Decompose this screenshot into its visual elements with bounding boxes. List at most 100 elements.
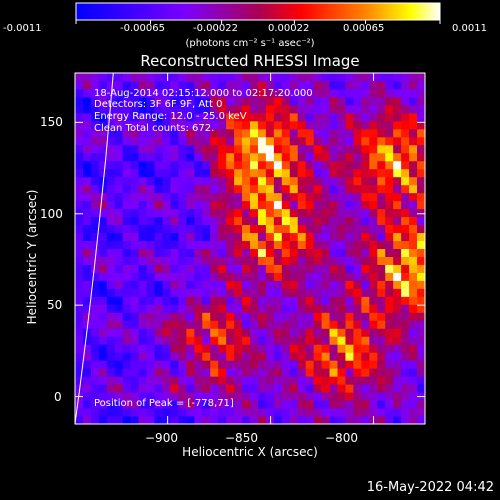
- heatmap-cell: [226, 208, 235, 218]
- heatmap-cell: [122, 88, 132, 98]
- heatmap-cell: [329, 144, 338, 154]
- heatmap-cell: [170, 288, 179, 297]
- heatmap-cell: [281, 192, 291, 202]
- heatmap-cell: [369, 336, 378, 345]
- heatmap-cell: [146, 360, 156, 369]
- heatmap-cell: [186, 200, 195, 210]
- heatmap-cell: [186, 360, 195, 369]
- heatmap-cell: [409, 73, 418, 82]
- heatmap-cell: [281, 248, 291, 257]
- heatmap-cell: [218, 96, 227, 106]
- heatmap-cell: [122, 208, 132, 218]
- heatmap-cell: [122, 392, 132, 401]
- heatmap-cell: [170, 416, 179, 425]
- heatmap-cell: [313, 272, 323, 281]
- x-tick-label: −800: [325, 431, 358, 445]
- heatmap-cell: [345, 144, 354, 154]
- heatmap-cell: [202, 384, 211, 393]
- heatmap-cell: [305, 352, 315, 361]
- heatmap-cell: [162, 128, 171, 138]
- heatmap-cell: [202, 248, 211, 257]
- heatmap-cell: [369, 304, 378, 313]
- heatmap-cell: [361, 112, 370, 122]
- heatmap-cell: [377, 80, 386, 90]
- heatmap-cell: [138, 368, 148, 377]
- heatmap-cell: [178, 80, 187, 90]
- heatmap-cell: [226, 80, 235, 90]
- heatmap-cell: [257, 128, 267, 138]
- heatmap-cell: [242, 184, 251, 194]
- heatmap-cell: [90, 208, 100, 218]
- heatmap-cell: [194, 112, 203, 122]
- heatmap-cell: [122, 256, 132, 265]
- heatmap-cell: [361, 168, 370, 178]
- heatmap-cell: [401, 216, 410, 226]
- heatmap-cell: [234, 120, 243, 130]
- heatmap-cell: [178, 264, 187, 273]
- heatmap-cell: [82, 272, 92, 281]
- heatmap-cell: [202, 200, 211, 210]
- heatmap-cell: [281, 416, 291, 425]
- heatmap-cell: [353, 136, 362, 146]
- heatmap-cell: [138, 352, 148, 361]
- heatmap-cell: [417, 344, 426, 353]
- heatmap-cell: [234, 80, 243, 90]
- heatmap-cell: [82, 288, 92, 297]
- heatmap-cell: [130, 400, 140, 409]
- heatmap-cell: [186, 272, 195, 281]
- heatmap-cell: [90, 328, 100, 337]
- heatmap-cell: [146, 168, 156, 178]
- heatmap-cell: [289, 120, 299, 130]
- heatmap-cell: [273, 376, 283, 385]
- heatmap-cell: [289, 320, 299, 329]
- heatmap-cell: [75, 216, 84, 226]
- heatmap-cell: [82, 368, 92, 377]
- heatmap-cell: [329, 296, 338, 305]
- heatmap-cell: [289, 224, 299, 234]
- heatmap-cell: [257, 184, 267, 194]
- heatmap-cell: [265, 96, 275, 106]
- heatmap-cell: [337, 224, 346, 234]
- heatmap-cell: [106, 184, 116, 194]
- heatmap-cell: [393, 408, 402, 417]
- heatmap-cell: [353, 376, 362, 385]
- heatmap-cell: [265, 336, 275, 345]
- heatmap-cell: [305, 232, 315, 242]
- heatmap-cell: [130, 368, 140, 377]
- heatmap-cell: [210, 248, 219, 257]
- heatmap-cell: [250, 136, 259, 146]
- heatmap-cell: [130, 112, 140, 122]
- heatmap-cell: [417, 104, 426, 114]
- heatmap-cell: [82, 416, 92, 425]
- heatmap-cell: [202, 152, 211, 162]
- heatmap-cell: [393, 128, 402, 138]
- heatmap-cell: [313, 304, 323, 313]
- heatmap-cell: [130, 416, 140, 425]
- heatmap-cell: [90, 176, 100, 186]
- heatmap-cell: [210, 264, 219, 273]
- heatmap-cell: [313, 328, 323, 337]
- heatmap-cell: [321, 96, 331, 106]
- heatmap-cell: [122, 216, 132, 226]
- heatmap-cell: [401, 224, 410, 234]
- heatmap-cell: [297, 208, 307, 218]
- heatmap-cell: [75, 136, 84, 146]
- colorbar-tick-label: -0.00065: [120, 23, 165, 34]
- heatmap-cell: [289, 416, 299, 425]
- heatmap-cell: [273, 312, 283, 321]
- heatmap-cell: [202, 272, 211, 281]
- heatmap-cell: [313, 248, 323, 257]
- heatmap-cell: [361, 272, 370, 281]
- heatmap-cell: [178, 256, 187, 265]
- heatmap-cell: [98, 408, 108, 417]
- heatmap-cell: [265, 264, 275, 273]
- heatmap-cell: [82, 120, 92, 130]
- heatmap-cell: [250, 120, 259, 130]
- heatmap-cell: [273, 216, 283, 226]
- heatmap-cell: [250, 112, 259, 122]
- heatmap-cell: [329, 352, 338, 361]
- heatmap-cell: [377, 384, 386, 393]
- heatmap-cell: [369, 280, 378, 289]
- heatmap-cell: [138, 208, 148, 218]
